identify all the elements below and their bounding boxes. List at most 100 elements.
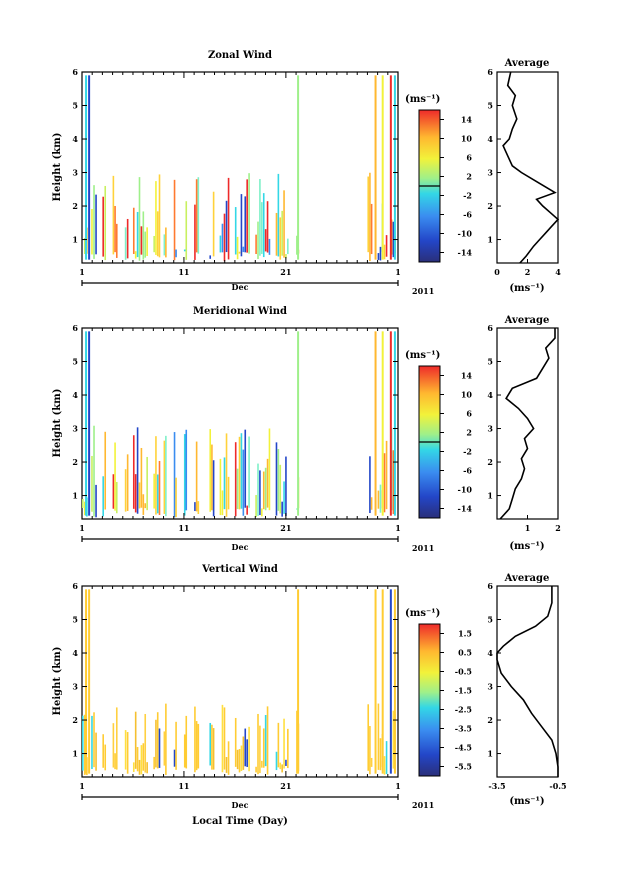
wind-streak: [285, 456, 287, 517]
wind-streak: [142, 494, 145, 515]
x-tick-label: 11: [178, 523, 189, 533]
wind-streak: [93, 425, 95, 517]
wind-streak: [385, 235, 388, 257]
vertical-wind-average-curve-group: -3.5 -0.5: [488, 586, 567, 791]
wind-streak: [244, 728, 247, 767]
wind-streak: [287, 238, 289, 255]
vertical-wind-x-axis: 1 11 21 1: [79, 586, 401, 800]
colorbar-tick-label: 6: [466, 153, 472, 163]
wind-streak: [132, 207, 135, 254]
wind-streak: [142, 211, 145, 260]
meridional-wind-field: [82, 331, 396, 518]
meridional-wind-panel: Meridional Wind 1 12 23 34 45 56 6 1 11 21 1 Heig…: [52, 306, 561, 553]
average-profile-line: [499, 328, 556, 520]
wind-streak: [91, 715, 93, 770]
meridional-wind-title: Meridional Wind: [193, 306, 287, 317]
wind-streak: [212, 728, 215, 770]
avg-x-tick-label: 4: [555, 267, 561, 277]
wind-streak: [266, 706, 269, 775]
wind-streak: [377, 490, 380, 509]
wind-streak: [124, 730, 127, 770]
wind-streak: [211, 444, 213, 511]
y-tick-label: 5: [72, 101, 78, 111]
vertical-wind-average-title: Average: [504, 573, 550, 584]
wind-streak: [173, 179, 176, 261]
wind-streak: [283, 718, 285, 769]
wind-streak: [183, 734, 186, 768]
colorbar-tick-label: 6: [466, 409, 472, 419]
colorbar-tick-label: 2: [466, 172, 472, 182]
wind-streak: [153, 235, 155, 253]
wind-streak: [91, 209, 93, 255]
wind-streak: [225, 200, 228, 253]
wind-streak: [242, 449, 245, 516]
wind-streak: [158, 460, 161, 515]
wind-streak: [281, 210, 283, 256]
wind-streak: [285, 254, 287, 259]
wind-streak: [112, 723, 115, 768]
colorbar-tick-label: -2: [463, 447, 472, 457]
wind-streak: [175, 249, 177, 258]
wind-streak: [227, 177, 230, 260]
wind-streak: [377, 703, 380, 770]
wind-streak: [212, 191, 215, 257]
zonal-wind-field: [84, 75, 396, 262]
wind-streak: [104, 431, 107, 510]
wind-streak: [144, 503, 147, 509]
wind-streak: [212, 460, 215, 517]
wind-streak: [248, 173, 250, 254]
wind-streak: [227, 476, 230, 510]
wind-streak: [156, 712, 159, 769]
avg-x-tick-label: -3.5: [488, 781, 505, 791]
wind-streak: [134, 251, 137, 259]
wind-streak: [223, 213, 226, 262]
wind-streak: [95, 484, 97, 518]
x-tick-label: 21: [280, 781, 291, 791]
vertical-wind-month-label: Dec: [232, 800, 249, 810]
wind-streak: [238, 251, 241, 254]
wind-streak: [144, 713, 147, 773]
wind-streak: [211, 724, 213, 770]
colorbar-tick-label: -4.5: [455, 743, 472, 753]
wind-streak-tall: [88, 75, 91, 260]
avg-x-tick-label: 1: [525, 523, 531, 533]
avg-y-tick-label: 5: [487, 101, 493, 111]
wind-streak: [385, 440, 388, 510]
vertical-wind-average-frame: [496, 585, 559, 778]
wind-streak: [136, 747, 139, 772]
wind-streak: [183, 249, 186, 252]
colorbar-tick-label: 10: [461, 134, 473, 144]
meridional-wind-x-axis: 1 11 21 1: [79, 328, 401, 542]
wind-streak-tall: [389, 331, 392, 516]
wind-streak: [262, 471, 265, 510]
meridional-wind-year-label: 2011: [412, 543, 434, 553]
wind-streak: [142, 743, 145, 771]
wind-streak: [259, 725, 261, 774]
wind-streak: [126, 454, 129, 511]
wind-streak-tall: [88, 589, 91, 774]
wind-streak: [236, 236, 239, 260]
colorbar-tick-label: -6: [463, 466, 472, 476]
wind-streak: [115, 707, 118, 770]
wind-streak: [194, 204, 196, 260]
avg-y-tick-label: 3: [487, 682, 493, 692]
wind-streak: [379, 484, 382, 513]
avg-y-tick-label: 4: [487, 648, 493, 658]
meridional-wind-average-xlabel: (ms⁻¹): [509, 541, 544, 552]
vertical-wind-field: [82, 589, 396, 776]
wind-streak: [95, 732, 97, 771]
wind-streak: [185, 201, 188, 260]
wind-streak: [219, 235, 222, 253]
wind-streak: [132, 435, 135, 509]
wind-streak: [392, 450, 395, 515]
wind-streak: [275, 212, 278, 256]
zonal-wind-title: Zonal Wind: [208, 50, 272, 61]
wind-streak: [234, 717, 237, 767]
colorbar-tick-label: -1.5: [455, 686, 472, 696]
wind-streak: [257, 221, 259, 259]
wind-streak: [369, 456, 371, 514]
avg-x-tick-label: -0.5: [549, 781, 566, 791]
x-tick-label: 11: [178, 267, 189, 277]
wind-streak: [173, 749, 176, 767]
